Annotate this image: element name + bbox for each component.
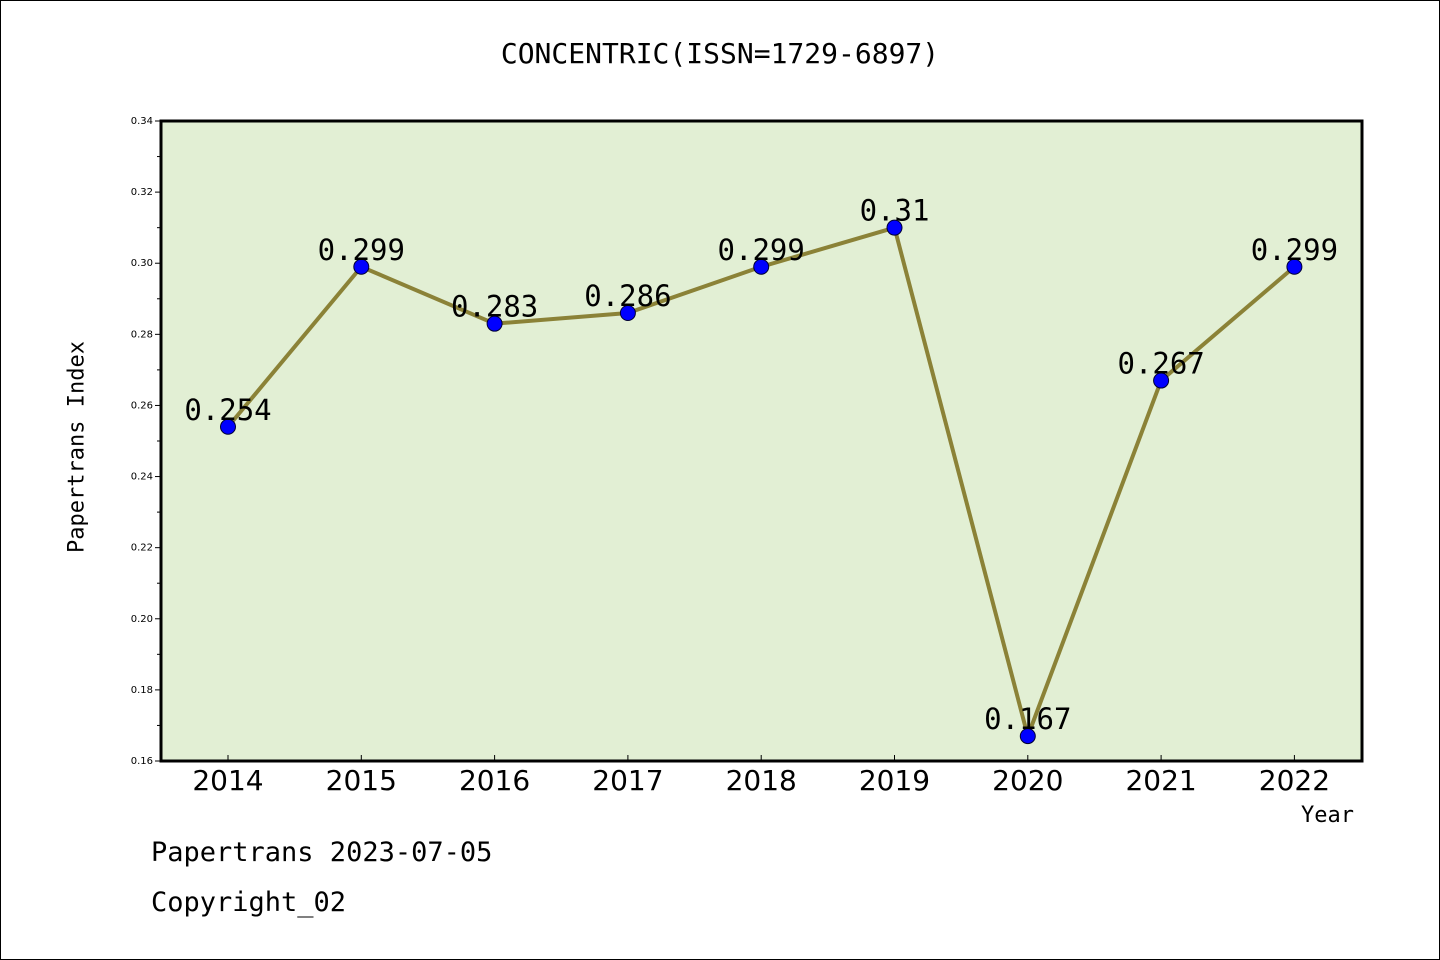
chart-title: CONCENTRIC(ISSN=1729-6897) [500, 37, 940, 70]
data-label: 0.167 [984, 702, 1071, 736]
data-point [1153, 372, 1170, 389]
data-point [353, 258, 370, 275]
data-label: 0.286 [584, 279, 671, 313]
x-tick-label: 2017 [592, 764, 663, 797]
x-tick-label: 2016 [459, 764, 530, 797]
footer-date: Papertrans 2023-07-05 [151, 837, 493, 868]
data-label: 0.267 [1117, 347, 1204, 381]
data-label: 0.299 [318, 233, 405, 267]
y-tick-label: 0.32 [131, 187, 153, 198]
x-tick-label: 2022 [1259, 764, 1330, 797]
data-label: 0.254 [184, 393, 271, 427]
x-tick-label: 2021 [1125, 764, 1196, 797]
x-tick-label: 2015 [326, 764, 397, 797]
y-tick-label: 0.22 [131, 543, 153, 554]
y-tick-label: 0.18 [131, 685, 153, 696]
x-tick-label: 2014 [192, 764, 263, 797]
data-point [753, 258, 770, 275]
y-tick-label: 0.16 [131, 756, 153, 767]
data-point [220, 418, 236, 435]
data-point [1019, 728, 1036, 745]
y-axis-label: Papertrans Index [64, 341, 90, 553]
y-tick-label: 0.20 [131, 614, 153, 625]
x-axis-label: Year [1301, 803, 1354, 828]
x-tick-label: 2019 [859, 764, 930, 797]
y-tick-label: 0.30 [131, 258, 153, 269]
y-tick-label: 0.26 [131, 400, 153, 411]
x-tick-label: 2020 [992, 764, 1063, 797]
footer-copyright: Copyright_02 [151, 887, 347, 918]
data-point [886, 219, 903, 236]
y-tick-label: 0.28 [131, 329, 153, 340]
data-label: 0.299 [1251, 233, 1338, 267]
data-point [486, 315, 503, 332]
y-tick-label: 0.34 [131, 116, 153, 127]
data-point [1286, 258, 1303, 275]
data-label: 0.283 [451, 290, 538, 324]
data-label: 0.31 [860, 194, 930, 228]
y-tick-label: 0.24 [131, 472, 153, 483]
data-point [619, 305, 636, 321]
x-tick-label: 2018 [726, 764, 797, 797]
data-label: 0.299 [718, 233, 805, 267]
plot-area [159, 119, 1364, 763]
